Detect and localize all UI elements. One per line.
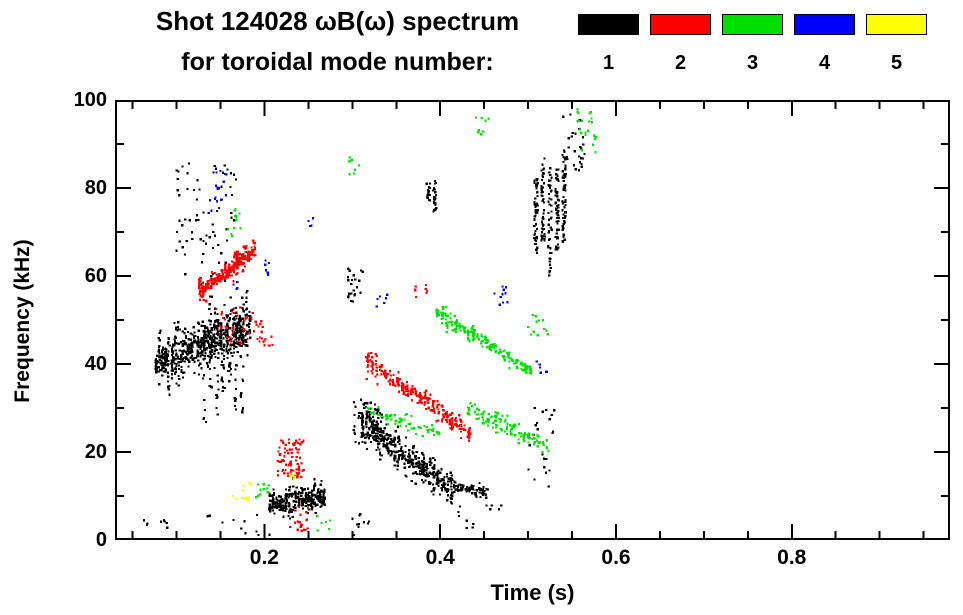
legend-swatch-n1 xyxy=(578,14,639,35)
x-axis-label: Time (s) xyxy=(490,580,575,605)
chart-title: Shot 124028 ωB(ω) spectrum xyxy=(155,6,520,36)
legend-label-n2: 2 xyxy=(674,52,687,74)
y-tick-label-20: 20 xyxy=(84,441,107,463)
legend-label-n5: 5 xyxy=(890,52,903,74)
y-tick-label-40: 40 xyxy=(84,353,107,375)
x-tick-label-0.4: 0.4 xyxy=(425,546,455,569)
legend-label-n3: 3 xyxy=(746,52,759,74)
plot-area xyxy=(115,100,950,540)
x-tick-label-0.8: 0.8 xyxy=(777,546,807,569)
y-tick-label-100: 100 xyxy=(73,89,107,111)
y-tick-label-80: 80 xyxy=(84,177,107,199)
legend-swatch-n5 xyxy=(866,14,927,35)
x-tick-label-0.6: 0.6 xyxy=(601,546,631,569)
y-tick-label-0: 0 xyxy=(95,529,107,551)
legend-swatch-n4 xyxy=(794,14,855,35)
x-tick-label-0.2: 0.2 xyxy=(249,546,279,569)
y-axis-label: Frequency (kHz) xyxy=(11,239,34,403)
chart-subtitle: for toroidal mode number: xyxy=(181,48,494,76)
legend-label-n4: 4 xyxy=(818,52,831,74)
legend-mode-numbers: 1 2 3 4 5 xyxy=(578,52,927,75)
legend-label-n1: 1 xyxy=(602,52,615,74)
legend-swatch-n3 xyxy=(722,14,783,35)
y-tick-label-60: 60 xyxy=(84,265,107,287)
spectrum-scatter-canvas xyxy=(115,100,950,540)
legend-swatch-n2 xyxy=(650,14,711,35)
legend-swatches xyxy=(578,14,927,35)
